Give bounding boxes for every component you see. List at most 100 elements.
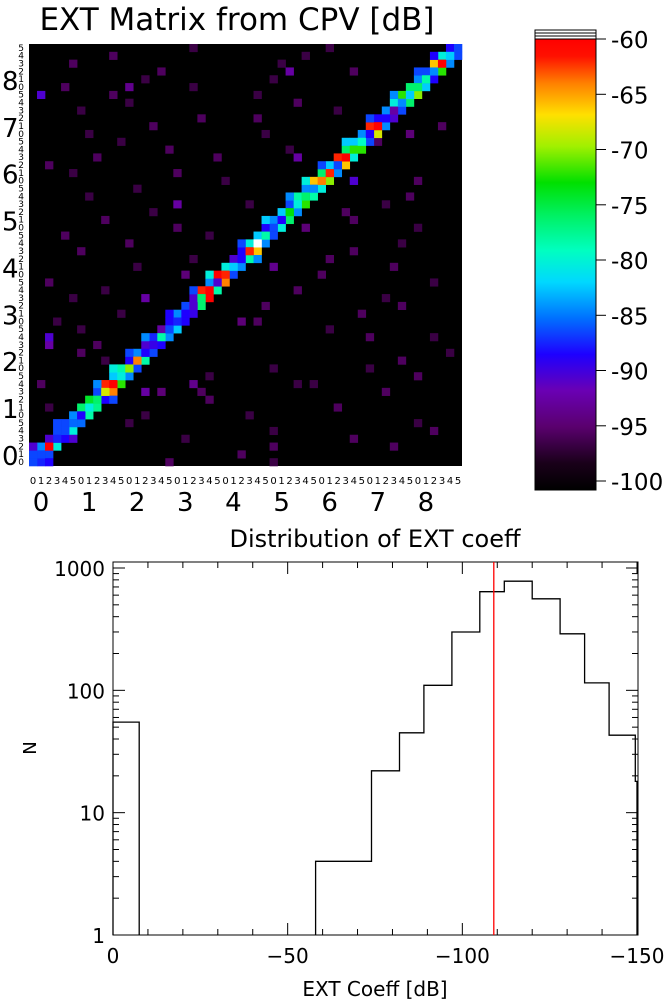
heatmap-cell-diagonal	[373, 122, 383, 131]
heatmap-cell-offdiag	[269, 442, 278, 451]
heatmap-cell-diagonal	[101, 387, 110, 396]
heatmap-col-group-label: 8	[418, 488, 435, 518]
heatmap-cell-diagonal	[37, 450, 46, 459]
heatmap-row-sub-label: 2	[18, 396, 24, 406]
heatmap-row-sub-label: 0	[18, 224, 24, 234]
heatmap-cell-offdiag	[269, 75, 278, 84]
heatmap-cell-neardiag	[293, 208, 302, 217]
heatmap-cell-offdiag	[133, 262, 142, 271]
heatmap-cell-offdiag	[349, 247, 359, 256]
heatmap-cell-neardiag	[373, 114, 383, 123]
heatmap-cell-offdiag	[69, 294, 78, 303]
heatmap-col-sub-label: 0	[367, 476, 373, 487]
heatmap-cell-offdiag	[389, 262, 399, 271]
heatmap-cell-neardiag	[221, 278, 230, 287]
heatmap-cell-neardiag	[349, 153, 359, 162]
heatmap-cell-offdiag	[77, 325, 86, 334]
heatmap-row-group-label: 6	[2, 161, 19, 191]
heatmap-cell-offdiag	[109, 90, 118, 99]
heatmap-cell-offdiag	[293, 98, 302, 107]
histogram-plot-frame	[112, 561, 639, 936]
heatmap-cell-offdiag	[261, 129, 270, 139]
y-tick-label: 1	[92, 924, 105, 948]
heatmap-col-sub-label: 5	[359, 476, 365, 487]
heatmap-cell-offdiag	[405, 192, 415, 201]
heatmap-cell-offdiag	[301, 223, 310, 232]
heatmap-col-sub-label: 4	[110, 476, 116, 487]
heatmap-col-sub-label: 2	[238, 476, 244, 487]
heatmap-cell-neardiag	[93, 380, 102, 389]
heatmap-cell-diagonal	[29, 458, 38, 467]
heatmap-cell-neardiag	[357, 145, 367, 154]
heatmap-cell-offdiag	[277, 59, 286, 68]
heatmap-col-group-label: 1	[81, 488, 98, 518]
heatmap-cell-offdiag	[133, 184, 142, 193]
heatmap-row-sub-label: 0	[18, 130, 24, 140]
heatmap-cell-diagonal	[61, 426, 70, 436]
heatmap-row-sub-label: 4	[18, 52, 24, 62]
heatmap-cell-diagonal	[221, 270, 230, 279]
heatmap-cell-offdiag	[101, 286, 110, 295]
heatmap-cell-neardiag	[317, 161, 326, 170]
heatmap-cell-offdiag	[381, 294, 391, 303]
colorbar-ticks: -60 -65 -70 -75 -80 -85 -90 -95 -100	[596, 28, 663, 496]
heatmap-cell-offdiag	[141, 411, 150, 420]
heatmap-col-sub-label: 5	[166, 476, 172, 487]
heatmap-cell-offdiag	[53, 317, 62, 326]
heatmap-cell-offdiag	[365, 364, 375, 373]
heatmap-cell-diagonal	[229, 262, 238, 271]
heatmap-cell-neardiag	[133, 364, 142, 373]
heatmap-cell-neardiag	[165, 309, 174, 318]
heatmap-cell-diagonal	[437, 59, 447, 68]
colorbar-tick-label: -75	[611, 194, 649, 220]
heatmap-cell-offdiag	[413, 223, 423, 232]
heatmap-col-sub-label: 0	[319, 476, 325, 487]
heatmap-cell-neardiag	[109, 387, 118, 396]
heatmap-col-sub-label: 1	[375, 476, 381, 487]
heatmap-cell-neardiag	[109, 372, 118, 381]
heatmap-cell-offdiag	[165, 145, 174, 154]
heatmap-cell-neardiag	[373, 129, 383, 139]
heatmap-col-sub-label: 3	[198, 476, 204, 487]
heatmap-cell-offdiag	[205, 372, 214, 381]
heatmap-col-group-labels: 0 1 2 3 4 5 6 7 8	[33, 488, 434, 518]
heatmap-cell-diagonal	[293, 200, 302, 209]
heatmap-cell-diagonal	[125, 364, 134, 373]
heatmap-row-sub-label: 4	[18, 239, 24, 249]
heatmap-cell-neardiag	[269, 231, 278, 240]
heatmap-cell-neardiag	[53, 419, 62, 428]
heatmap-cell-neardiag	[381, 106, 391, 115]
heatmap-row-sub-label: 5	[18, 325, 24, 335]
heatmap-cell-neardiag	[397, 106, 407, 115]
heatmap-col-sub-label: 5	[262, 476, 268, 487]
heatmap-cell-neardiag	[429, 51, 439, 60]
heatmap-cell-neardiag	[301, 200, 310, 209]
heatmap-cell-neardiag	[389, 90, 399, 99]
heatmap-col-group-label: 4	[225, 488, 242, 518]
heatmap-cell-offdiag	[37, 90, 46, 99]
heatmap-row-sub-label: 4	[18, 192, 24, 202]
heatmap-cell-neardiag	[365, 122, 375, 131]
heatmap-cell-offdiag	[381, 387, 391, 396]
histogram-y-axis: 1 10 100 1000	[54, 557, 638, 948]
heatmap-cell-offdiag	[117, 309, 126, 318]
heatmap-row-sub-label: 0	[18, 364, 24, 374]
heatmap-cell-neardiag	[165, 317, 174, 326]
heatmap-row-sub-label: 5	[18, 138, 24, 148]
heatmap-col-sub-label: 3	[294, 476, 300, 487]
heatmap-row-sub-label: 2	[18, 349, 24, 359]
heatmap-cell-offdiag	[429, 278, 439, 287]
heatmap-cell-neardiag	[37, 458, 46, 467]
heatmap-cell-diagonal	[133, 356, 142, 365]
heatmap-row-sub-label: 5	[18, 278, 24, 288]
heatmap-col-sub-label: 0	[415, 476, 421, 487]
heatmap-row-sub-label: 1	[18, 310, 24, 320]
heatmap-col-sub-label: 2	[286, 476, 292, 487]
heatmap-col-sub-label: 3	[343, 476, 349, 487]
heatmap-col-sub-label: 2	[142, 476, 148, 487]
colorbar-tick-label: -80	[611, 249, 649, 275]
heatmap-row-sub-label: 5	[18, 231, 24, 241]
heatmap-cell-neardiag	[285, 192, 294, 201]
heatmap-cell-offdiag	[125, 419, 134, 428]
heatmap-cell-offdiag	[205, 231, 214, 240]
